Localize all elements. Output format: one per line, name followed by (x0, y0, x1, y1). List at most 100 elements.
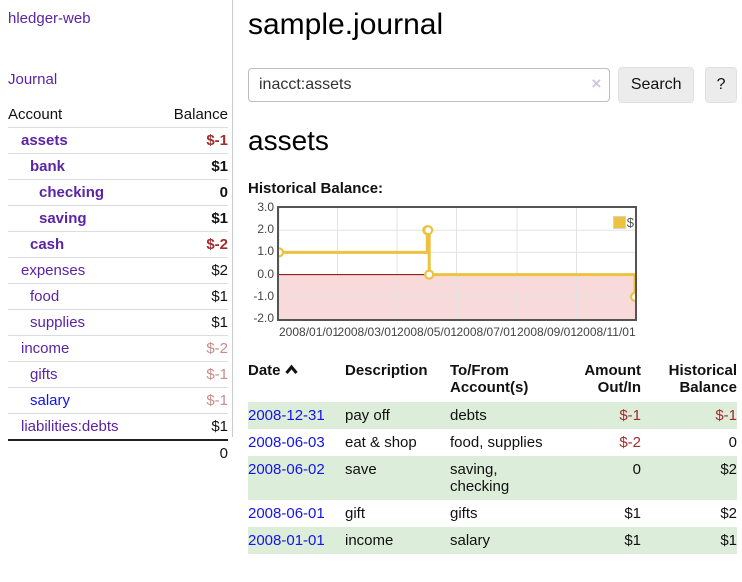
account-link-food[interactable]: food (30, 288, 60, 305)
chart-canvas (279, 208, 635, 319)
register-date-cell: 2008-12-31 (248, 402, 345, 429)
accounts-total-balance: 0 (155, 439, 228, 466)
sidebar-account-row: liabilities:debts $1 (8, 413, 228, 440)
account-link-cash[interactable]: cash (30, 236, 65, 253)
x-axis-label: 2008/05/01 (397, 325, 458, 339)
balance-col-header: Balance (173, 106, 228, 123)
register-date-cell: 2008-06-02 (248, 456, 345, 500)
search-bar: × Search ? (248, 67, 737, 103)
account-link-expenses[interactable]: expenses (21, 262, 86, 279)
sidebar-account-row: salary $-1 (8, 387, 228, 414)
register-table: Date Description To/From Account(s) Amou… (248, 360, 737, 554)
register-date-cell: 2008-06-01 (248, 500, 345, 527)
register-accounts-cell: debts (450, 407, 487, 424)
account-balance: $-2 (155, 231, 228, 258)
account-link-saving[interactable]: saving (39, 210, 87, 227)
account-link-checking[interactable]: checking (39, 184, 105, 201)
col-header-date[interactable]: Date (248, 360, 345, 402)
account-balance: $1 (155, 283, 228, 310)
x-axis-label: 2008/01/01 (279, 325, 340, 339)
sort-ascending-icon (284, 362, 298, 379)
register-row: 2008-01-01 income salary $1 $1 (248, 527, 737, 554)
x-axis-label: 2008/11/01 (576, 325, 636, 339)
register-description-cell: gift (345, 505, 366, 522)
transaction-date-link[interactable]: 2008-12-31 (248, 407, 325, 424)
account-balance: $-2 (155, 335, 228, 362)
col-header-amount: Amount Out/In (584, 362, 641, 396)
register-date-cell: 2008-06-03 (248, 429, 345, 456)
chart-title: Historical Balance: (248, 180, 384, 197)
register-amount-cell: $1 (624, 532, 641, 549)
legend-swatch-icon (612, 216, 626, 229)
register-row: 2008-06-01 gift gifts $1 $2 (248, 500, 737, 527)
transaction-date-link[interactable]: 2008-06-02 (248, 461, 325, 478)
sidebar-account-row: checking 0 (8, 179, 228, 206)
y-axis-label: 1.0 (257, 244, 274, 259)
register-description-cell: eat & shop (345, 434, 417, 451)
register-header-row: Date Description To/From Account(s) Amou… (248, 360, 737, 402)
register-description-cell: income (345, 532, 394, 549)
sidebar-account-row: saving $1 (8, 205, 228, 232)
account-link-bank[interactable]: bank (30, 158, 66, 175)
register-accounts-cell: saving, checking (450, 461, 510, 495)
y-axis-label: -2.0 (253, 311, 274, 325)
sidebar-account-row: bank $1 (8, 153, 228, 180)
chart-legend: $ (612, 215, 634, 230)
sidebar-item-journal[interactable]: Journal (8, 71, 58, 88)
register-date-cell: 2008-01-01 (248, 527, 345, 554)
account-link-income[interactable]: income (21, 340, 70, 357)
account-page-title: assets (248, 125, 329, 156)
app-title-link[interactable]: hledger-web (8, 10, 91, 27)
search-button[interactable]: Search (618, 67, 695, 103)
register-amount-cell: $1 (624, 505, 641, 522)
register-row: 2008-12-31 pay off debts $-1 $-1 (248, 402, 737, 429)
transaction-date-link[interactable]: 2008-06-01 (248, 505, 325, 522)
register-accounts-cell: food, supplies (450, 434, 543, 451)
clear-search-icon[interactable]: × (591, 74, 602, 93)
account-link-gifts[interactable]: gifts (30, 366, 58, 383)
account-link-liabilities-debts[interactable]: liabilities:debts (21, 418, 119, 435)
accounts-table: Account Balance assets $-1 bank $1 checking 0… (8, 102, 228, 466)
transaction-date-link[interactable]: 2008-06-03 (248, 434, 325, 451)
accounts-total-row: 0 (8, 439, 228, 466)
x-axis-label: 2008/03/01 (337, 325, 398, 339)
col-header-accounts: To/From Account(s) (450, 362, 529, 396)
register-balance-cell: 0 (728, 434, 737, 451)
transaction-date-link[interactable]: 2008-01-01 (248, 532, 325, 549)
accounts-col-header: Account (8, 106, 63, 123)
register-balance-cell: $1 (720, 532, 737, 549)
sidebar-account-row: assets $-1 (8, 127, 228, 154)
sidebar-account-row: expenses $2 (8, 257, 228, 284)
account-balance: $1 (155, 413, 228, 440)
register-description-cell: pay off (345, 407, 390, 424)
sidebar-account-row: food $1 (8, 283, 228, 310)
account-balance: $-1 (155, 387, 228, 414)
sidebar-account-row: income $-2 (8, 335, 228, 362)
page-title: sample.journal (248, 8, 444, 41)
register-row: 2008-06-02 save saving, checking 0 $2 (248, 456, 737, 500)
account-link-assets[interactable]: assets (21, 132, 68, 149)
historical-balance-chart: $ 3.0 2.0 1.0 0.0 -1.0 -2.0 2008/01/01 2008/03… (248, 200, 737, 342)
sidebar-account-row: supplies $1 (8, 309, 228, 336)
account-link-supplies[interactable]: supplies (30, 314, 86, 331)
register-amount-cell: 0 (632, 461, 641, 478)
register-accounts-cell: gifts (450, 505, 478, 522)
legend-label: $ (626, 215, 634, 230)
account-balance: $2 (155, 257, 228, 284)
y-axis-label: 3.0 (257, 200, 274, 214)
register-balance-cell: $-1 (715, 407, 737, 424)
sidebar: hledger-web Journal Account Balance asse… (0, 0, 233, 466)
sidebar-account-row: gifts $-1 (8, 361, 228, 388)
register-amount-cell: $-1 (619, 407, 641, 424)
help-button[interactable]: ? (705, 67, 737, 103)
y-axis-label: -1.0 (253, 288, 274, 303)
account-balance: 0 (155, 179, 228, 206)
x-axis-label: 2008/09/01 (516, 325, 578, 339)
search-input[interactable] (248, 68, 611, 102)
y-axis-label: 2.0 (257, 222, 274, 237)
register-description-cell: save (345, 461, 377, 478)
account-balance: $-1 (155, 127, 228, 154)
col-header-balance: Historical Balance (668, 362, 737, 396)
account-link-salary[interactable]: salary (30, 392, 71, 409)
register-balance-cell: $2 (720, 505, 737, 522)
